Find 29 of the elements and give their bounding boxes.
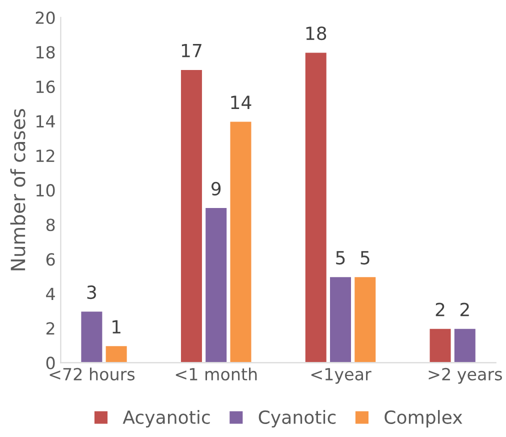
- x-tick-label: <1 month: [176, 368, 257, 380]
- legend-label: Acyanotic: [122, 410, 210, 428]
- y-tick-label: 2: [46, 322, 54, 335]
- y-tick-label: 12: [36, 150, 54, 162]
- data-label: 5: [336, 251, 345, 265]
- data-label: 14: [231, 96, 252, 109]
- legend-label: Cyanotic: [258, 410, 336, 428]
- x-tick-label: <1year: [311, 368, 372, 384]
- data-label: 5: [360, 251, 370, 265]
- legend-label: Complex: [384, 410, 462, 428]
- y-tick-label: 14: [36, 115, 55, 128]
- data-label: 18: [306, 26, 326, 40]
- y-tick-label: 20: [36, 11, 55, 24]
- data-label: 9: [211, 182, 221, 196]
- y-tick-label: 18: [36, 46, 55, 59]
- x-tick-label: <72 hours: [50, 368, 135, 380]
- data-label: 17: [182, 44, 202, 58]
- y-axis-title: Number of cases: [10, 109, 26, 270]
- y-tick-label: 0: [46, 356, 55, 370]
- data-label: 1: [112, 320, 120, 334]
- data-label: 2: [436, 302, 444, 316]
- data-label: 2: [460, 302, 469, 316]
- x-tick-label: >2 years: [428, 368, 502, 384]
- y-tick-label: 6: [46, 253, 55, 266]
- y-tick-label: 8: [46, 218, 55, 232]
- y-tick-label: 4: [46, 288, 55, 300]
- y-tick-label: 16: [36, 80, 55, 94]
- data-label: 3: [87, 285, 96, 300]
- y-tick-label: 10: [36, 184, 55, 197]
